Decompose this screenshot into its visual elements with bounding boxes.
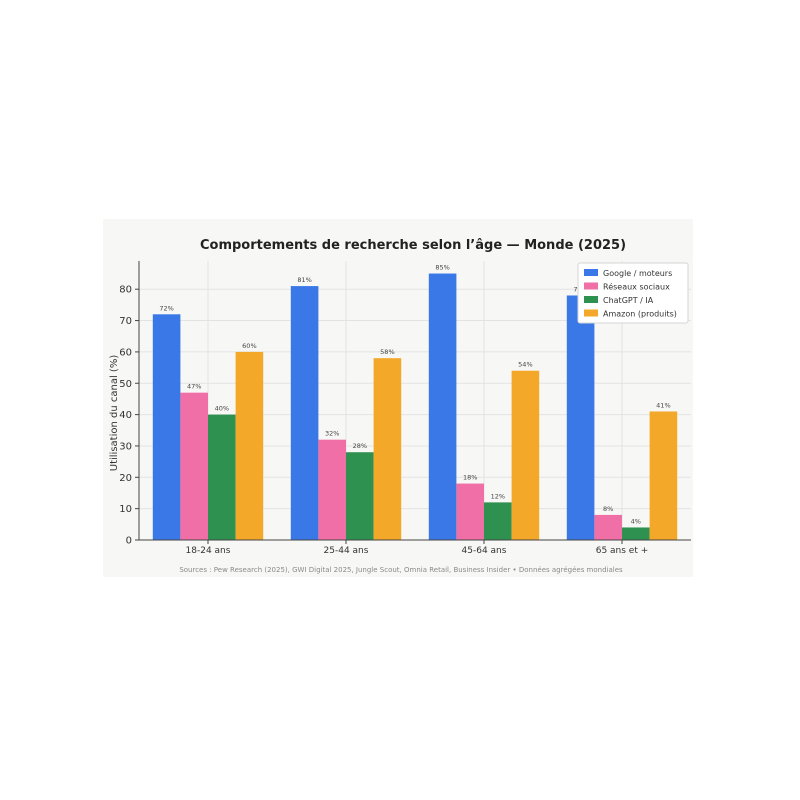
bar-value-label: 81%: [297, 276, 311, 284]
bar-value-label: 47%: [187, 383, 201, 391]
bar-value-label: 72%: [159, 304, 173, 312]
bar: [180, 392, 208, 540]
legend-label: Amazon (produits): [603, 310, 677, 319]
y-axis-label: Utilisation du canal (%): [109, 355, 120, 472]
bar: [290, 286, 319, 540]
bar-value-label: 58%: [380, 348, 394, 356]
x-tick-label: 25-44 ans: [324, 546, 369, 556]
bar-value-label: 54%: [518, 361, 532, 369]
y-tick-label: 50: [119, 379, 132, 390]
y-tick-label: 70: [119, 316, 132, 327]
y-tick-label: 10: [119, 504, 132, 515]
y-tick-label: 30: [119, 441, 132, 452]
bar-chart: Comportements de recherche selon l’âge —…: [109, 238, 691, 574]
legend-swatch: [584, 282, 598, 290]
x-tick-label: 65 ans et +: [596, 546, 649, 556]
legend-swatch: [584, 269, 598, 276]
bar-value-label: 18%: [463, 474, 477, 482]
bar-value-label: 28%: [353, 442, 367, 450]
bar: [566, 295, 595, 540]
bar: [152, 314, 181, 540]
y-tick-label: 60: [119, 347, 132, 358]
bar: [511, 370, 540, 540]
x-tick-label: 45-64 ans: [462, 546, 507, 556]
bar: [622, 527, 650, 540]
bar-value-label: 12%: [491, 492, 505, 500]
bar: [346, 452, 374, 540]
bar-value-label: 32%: [325, 430, 339, 438]
bar-value-label: 4%: [631, 517, 641, 525]
bar-value-label: 8%: [603, 505, 613, 513]
y-tick-label: 40: [119, 410, 132, 421]
legend-label: Réseaux sociaux: [603, 282, 670, 292]
legend: Google / moteurs Réseaux sociaux ChatGPT /…: [577, 262, 689, 324]
bar-value-label: 60%: [242, 342, 256, 350]
bar-value-label: 40%: [215, 405, 229, 413]
bar-value-label: 85%: [435, 264, 449, 272]
source-note: Sources : Pew Research (2025), GWI Digit…: [179, 566, 623, 574]
bar: [373, 358, 402, 540]
bar-value-label: 41%: [656, 401, 670, 409]
y-tick-label: 80: [119, 285, 132, 296]
bar: [456, 483, 484, 540]
legend-label: Google / moteurs: [603, 269, 672, 278]
bar: [208, 414, 236, 540]
bar: [484, 502, 512, 540]
legend-swatch: [584, 309, 598, 317]
y-tick-label: 0: [126, 536, 132, 547]
chart-panel: Comportements de recherche selon l’âge —…: [103, 219, 693, 577]
x-tick-label: 18-24 ans: [186, 546, 231, 556]
bar: [428, 273, 457, 540]
bar: [235, 351, 264, 540]
bar: [594, 514, 622, 540]
legend-swatch: [584, 296, 598, 303]
y-tick-label: 20: [119, 473, 132, 484]
chart-title: Comportements de recherche selon l’âge —…: [200, 238, 626, 253]
legend-label: ChatGPT / IA: [603, 296, 654, 305]
legend-box: [577, 262, 689, 324]
bar: [318, 439, 346, 540]
bar: [649, 411, 678, 540]
